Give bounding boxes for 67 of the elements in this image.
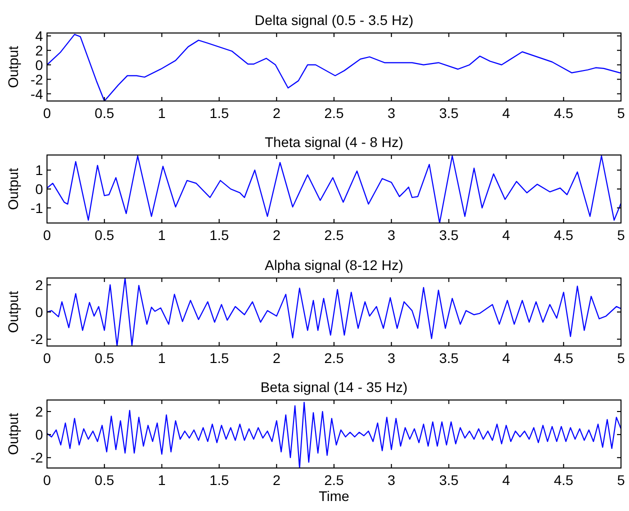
x-tick-label: 4.5 [554, 227, 574, 243]
x-tick-label: 4 [502, 227, 510, 243]
x-tick-label: 4.5 [554, 350, 574, 366]
x-tick-label: 2 [272, 105, 281, 121]
x-tick-label: 0.5 [94, 472, 114, 488]
x-tick-label: 1.5 [209, 227, 230, 243]
line-series [46, 34, 622, 102]
x-tick-label: 1 [158, 350, 166, 366]
x-tick-label: 3 [388, 350, 396, 366]
x-tick-label: 2.5 [324, 350, 344, 366]
x-tick-label: 5 [617, 350, 626, 366]
y-tick-label: 2 [35, 276, 44, 293]
x-tick-label: 0.5 [94, 350, 114, 366]
y-tick-label: 0 [35, 181, 44, 197]
y-tick-label: -4 [30, 86, 44, 102]
y-tick-label: -2 [30, 450, 44, 466]
x-tick-label: 4 [502, 472, 510, 488]
x-tick-label: 1.5 [209, 105, 230, 121]
chart-title: Theta signal (4 - 8 Hz) [264, 134, 404, 150]
x-tick-label: 2 [272, 472, 281, 488]
x-tick-label: 5 [617, 227, 626, 243]
x-tick-label: 2 [272, 350, 281, 366]
line-series [46, 155, 622, 224]
y-tick-label: 0 [35, 426, 44, 443]
x-tick-label: 1.5 [209, 350, 230, 366]
y-tick-label: 2 [35, 42, 44, 58]
y-tick-label: 1 [35, 162, 44, 178]
line-series [46, 402, 622, 469]
x-tick-label: 3 [388, 227, 396, 243]
chart-title: Beta signal (14 - 35 Hz) [260, 379, 408, 395]
y-tick-label: 0 [35, 56, 44, 73]
chart-title: Delta signal (0.5 - 3.5 Hz) [254, 12, 414, 28]
x-tick-label: 0.5 [94, 105, 114, 121]
y-axis-title: Output [5, 168, 21, 210]
x-tick-label: 3 [388, 105, 396, 121]
chart-title: Alpha signal (8-12 Hz) [264, 257, 404, 273]
x-tick-label: 3.5 [439, 350, 459, 366]
x-tick-label: 1 [158, 472, 166, 488]
y-tick-label: -1 [30, 200, 44, 216]
x-tick-label: 2 [272, 227, 281, 243]
x-tick-label: 2.5 [324, 472, 344, 488]
x-tick-label: 5 [617, 472, 626, 488]
line-series [46, 277, 622, 347]
x-tick-label: 4 [502, 105, 510, 121]
y-axis-title: Output [5, 290, 21, 334]
x-tick-label: 2.5 [324, 227, 344, 243]
x-tick-label: 1 [158, 227, 166, 243]
y-tick-label: 0 [35, 304, 44, 320]
x-tick-label: 3 [388, 472, 396, 488]
y-tick-label: 4 [35, 28, 44, 44]
x-tick-label: 4.5 [554, 105, 574, 121]
y-tick-label: -2 [30, 71, 44, 88]
y-tick-label: -2 [30, 331, 44, 348]
y-axis-title: Output [5, 412, 21, 456]
x-tick-label: 4 [502, 350, 510, 366]
x-axis-title: Time [318, 488, 350, 504]
x-tick-label: 3.5 [439, 472, 459, 488]
x-tick-label: 1 [158, 105, 166, 121]
x-tick-label: 0.5 [94, 227, 114, 243]
x-tick-label: 3.5 [439, 227, 459, 243]
y-axis-title: Output [5, 46, 21, 88]
x-tick-label: 4.5 [554, 472, 574, 488]
x-tick-label: 1.5 [209, 472, 230, 488]
x-tick-label: 5 [617, 105, 626, 121]
y-tick-label: 2 [35, 404, 44, 420]
x-tick-label: 3.5 [439, 105, 459, 121]
x-tick-label: 2.5 [324, 105, 344, 121]
